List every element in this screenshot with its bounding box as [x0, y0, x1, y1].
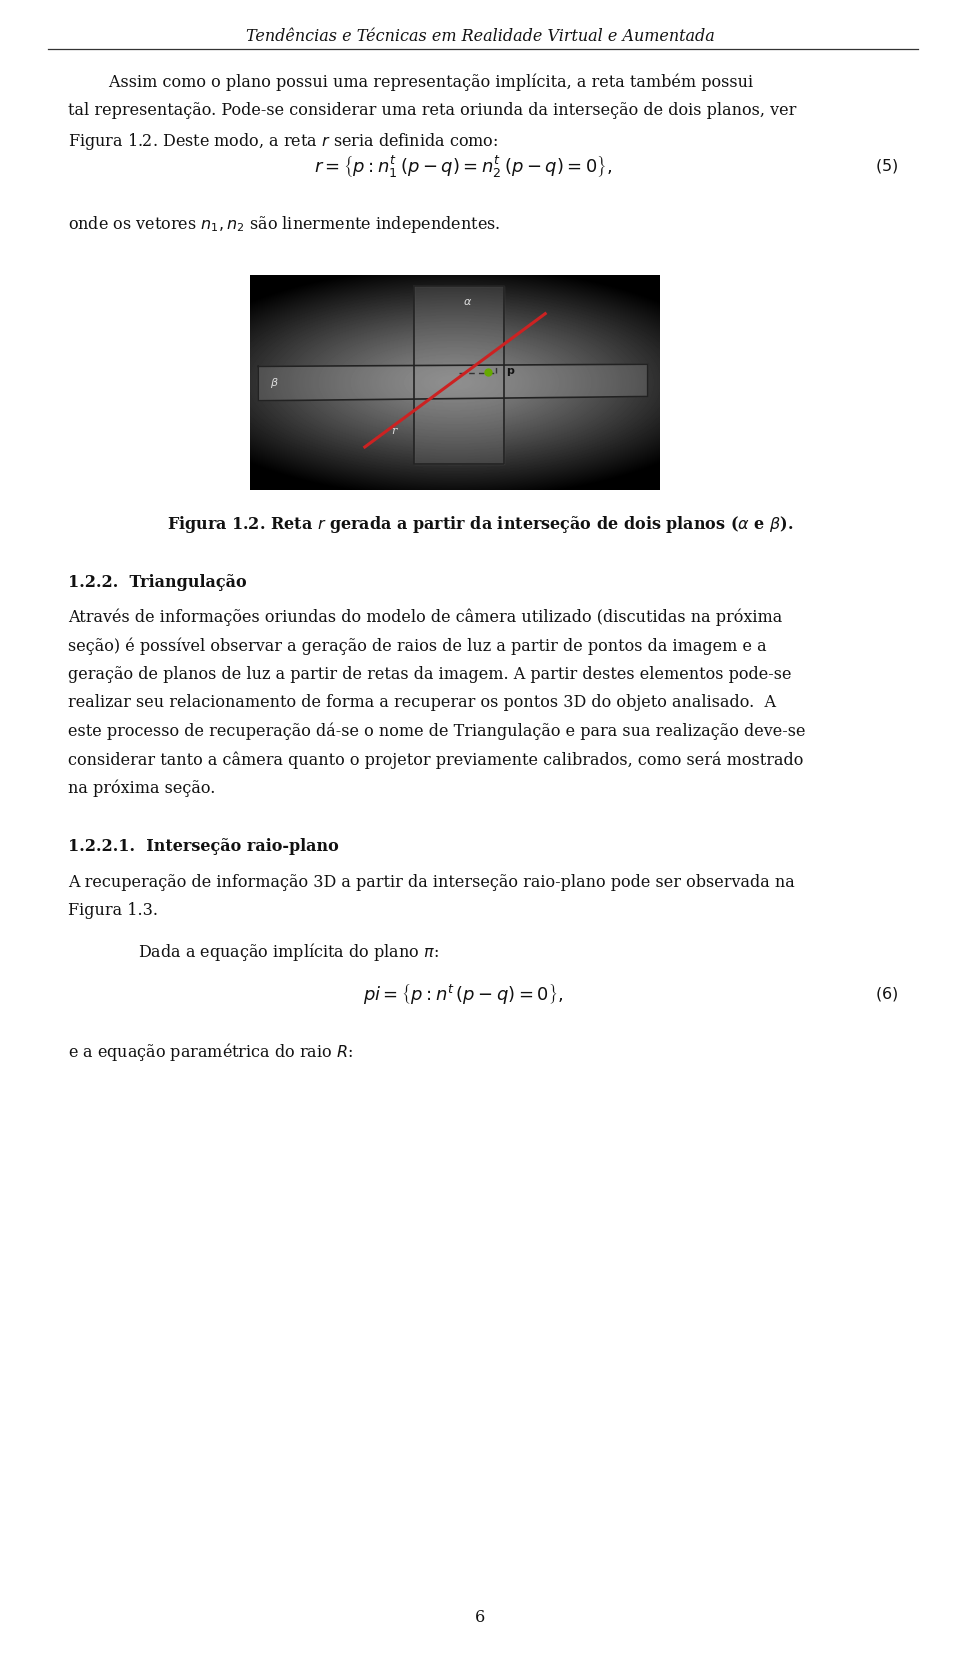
Text: 6: 6: [475, 1609, 485, 1625]
Text: Figura 1.2. Reta $r$ gerada a partir da interseção de dois planos ($\alpha$ e $\: Figura 1.2. Reta $r$ gerada a partir da …: [167, 513, 793, 535]
Text: Tendências e Técnicas em Realidade Virtual e Aumentada: Tendências e Técnicas em Realidade Virtu…: [246, 28, 714, 45]
Text: Figura 1.2. Deste modo, a reta $r$ seria definida como:: Figura 1.2. Deste modo, a reta $r$ seria…: [68, 131, 498, 152]
Text: tal representação. Pode-se considerar uma reta oriunda da interseção de dois pla: tal representação. Pode-se considerar um…: [68, 103, 797, 119]
Text: Dada a equação implícita do plano $\pi$:: Dada a equação implícita do plano $\pi$:: [138, 940, 439, 963]
Text: e a equação paramétrica do raio $R$:: e a equação paramétrica do raio $R$:: [68, 1041, 353, 1063]
Text: $pi = \left\{ p : n^t\,(p - q) = 0 \right\},$: $pi = \left\{ p : n^t\,(p - q) = 0 \righ…: [363, 981, 564, 1006]
Text: $r = \left\{ p : n_1^t\,(p - q) = n_2^t\,(p - q) = 0 \right\},$: $r = \left\{ p : n_1^t\,(p - q) = n_2^t\…: [314, 152, 612, 179]
Text: Assim como o plano possui uma representação implícita, a reta também possui: Assim como o plano possui uma representa…: [68, 74, 754, 91]
Text: r: r: [391, 425, 396, 435]
Text: p: p: [506, 366, 515, 376]
Text: onde os vetores $n_1, n_2$ são linermente independentes.: onde os vetores $n_1, n_2$ são linerment…: [68, 213, 500, 235]
Text: na próxima seção.: na próxima seção.: [68, 780, 215, 798]
Text: $(6)$: $(6)$: [875, 985, 898, 1003]
Text: este processo de recuperação dá-se o nome de Triangulação e para sua realização : este processo de recuperação dá-se o nom…: [68, 723, 805, 740]
Polygon shape: [258, 366, 648, 402]
Text: $\alpha$: $\alpha$: [463, 298, 472, 308]
Text: seção) é possível observar a geração de raios de luz a partir de pontos da image: seção) é possível observar a geração de …: [68, 637, 767, 655]
Text: realizar seu relacionamento de forma a recuperar os pontos 3D do objeto analisad: realizar seu relacionamento de forma a r…: [68, 693, 776, 712]
Text: geração de planos de luz a partir de retas da imagem. A partir destes elementos : geração de planos de luz a partir de ret…: [68, 665, 791, 682]
Polygon shape: [414, 286, 504, 465]
Text: 1.2.2.  Triangulação: 1.2.2. Triangulação: [68, 574, 247, 591]
Text: $\beta$: $\beta$: [271, 376, 279, 391]
Text: 1.2.2.1.  Interseção raio-plano: 1.2.2.1. Interseção raio-plano: [68, 837, 339, 854]
Text: A recuperação de informação 3D a partir da interseção raio-plano pode ser observ: A recuperação de informação 3D a partir …: [68, 874, 795, 890]
Text: considerar tanto a câmera quanto o projetor previamente calibrados, como será mo: considerar tanto a câmera quanto o proje…: [68, 751, 804, 768]
Text: Figura 1.3.: Figura 1.3.: [68, 902, 158, 919]
Text: $(5)$: $(5)$: [875, 157, 898, 175]
Text: Através de informações oriundas do modelo de câmera utilizado (discutidas na pró: Através de informações oriundas do model…: [68, 609, 782, 626]
